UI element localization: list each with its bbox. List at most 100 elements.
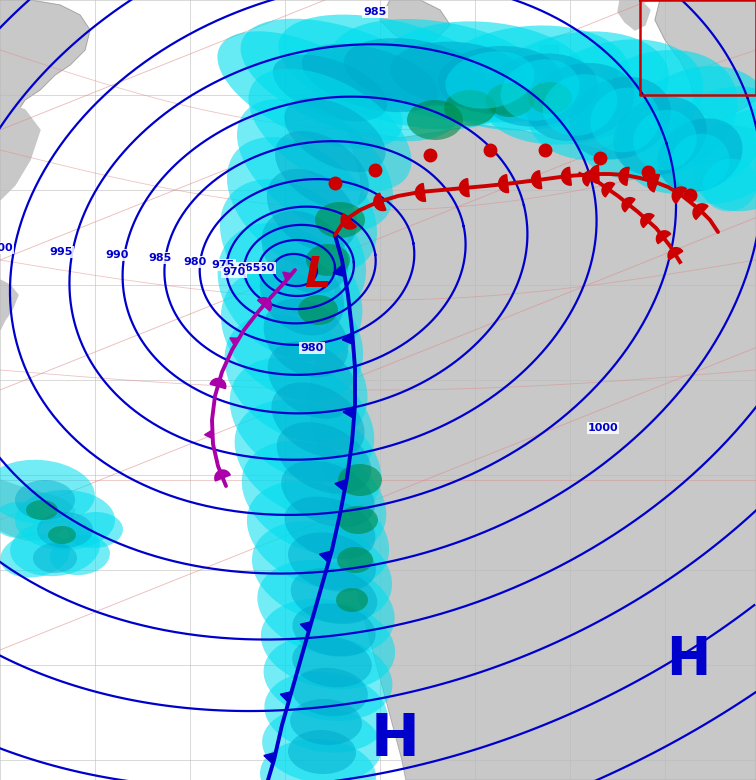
Ellipse shape [247, 481, 389, 589]
Text: 985: 985 [148, 253, 172, 263]
Polygon shape [280, 692, 292, 702]
Polygon shape [725, 0, 745, 15]
Ellipse shape [257, 560, 395, 656]
Polygon shape [641, 214, 654, 228]
Polygon shape [622, 197, 635, 212]
Polygon shape [668, 247, 683, 260]
Polygon shape [415, 183, 426, 201]
Polygon shape [0, 0, 90, 130]
Ellipse shape [242, 441, 386, 555]
Text: 990: 990 [105, 250, 129, 260]
Polygon shape [500, 50, 520, 65]
Polygon shape [619, 168, 629, 186]
Polygon shape [308, 540, 318, 548]
Polygon shape [695, 0, 720, 20]
Polygon shape [693, 204, 708, 219]
Ellipse shape [528, 82, 572, 114]
Ellipse shape [288, 533, 376, 592]
Ellipse shape [444, 90, 496, 126]
Ellipse shape [261, 599, 395, 690]
Ellipse shape [33, 543, 77, 573]
Ellipse shape [260, 739, 376, 780]
Ellipse shape [336, 588, 368, 612]
Ellipse shape [288, 730, 356, 774]
Ellipse shape [262, 211, 349, 293]
Text: L: L [304, 254, 330, 296]
Polygon shape [341, 214, 356, 229]
Ellipse shape [221, 268, 363, 401]
Ellipse shape [380, 21, 590, 122]
Text: 960: 960 [252, 263, 274, 273]
Ellipse shape [430, 26, 630, 130]
Polygon shape [300, 622, 311, 633]
Ellipse shape [486, 83, 534, 117]
Polygon shape [320, 551, 330, 562]
Ellipse shape [482, 54, 598, 126]
Polygon shape [330, 450, 348, 462]
Polygon shape [618, 0, 650, 30]
Polygon shape [420, 70, 435, 80]
Ellipse shape [227, 137, 377, 273]
Text: 980: 980 [184, 257, 206, 267]
Polygon shape [310, 510, 322, 518]
Ellipse shape [262, 707, 382, 780]
Polygon shape [380, 0, 450, 45]
Ellipse shape [292, 668, 368, 716]
Ellipse shape [618, 66, 756, 194]
Ellipse shape [338, 464, 382, 496]
Polygon shape [460, 55, 485, 73]
Ellipse shape [658, 87, 756, 204]
Polygon shape [460, 179, 469, 197]
Polygon shape [583, 171, 594, 186]
Ellipse shape [220, 179, 366, 317]
Ellipse shape [10, 519, 100, 576]
Ellipse shape [500, 59, 579, 121]
Text: 995: 995 [49, 247, 73, 257]
Ellipse shape [249, 69, 411, 191]
Ellipse shape [230, 358, 374, 482]
Polygon shape [540, 45, 558, 59]
Ellipse shape [225, 314, 367, 442]
Ellipse shape [481, 31, 669, 144]
Ellipse shape [298, 295, 338, 325]
Ellipse shape [268, 342, 356, 419]
Ellipse shape [337, 547, 373, 573]
Ellipse shape [407, 100, 463, 140]
Ellipse shape [290, 699, 362, 745]
Ellipse shape [240, 19, 460, 141]
Ellipse shape [634, 110, 697, 170]
Ellipse shape [525, 63, 634, 141]
Ellipse shape [218, 31, 403, 149]
Polygon shape [655, 0, 756, 120]
Ellipse shape [271, 382, 364, 458]
Ellipse shape [48, 526, 76, 544]
Ellipse shape [278, 15, 512, 129]
Ellipse shape [702, 158, 756, 211]
Ellipse shape [15, 490, 115, 550]
Ellipse shape [331, 19, 549, 121]
Polygon shape [215, 470, 231, 481]
Ellipse shape [0, 459, 94, 524]
Ellipse shape [281, 461, 375, 527]
Ellipse shape [338, 506, 378, 534]
Text: 975: 975 [212, 260, 234, 270]
Polygon shape [0, 480, 75, 540]
Ellipse shape [37, 512, 93, 548]
Ellipse shape [613, 97, 707, 176]
Ellipse shape [0, 533, 70, 577]
Ellipse shape [265, 672, 388, 753]
Text: 980: 980 [300, 343, 324, 353]
Text: 1000: 1000 [587, 423, 618, 433]
Ellipse shape [275, 131, 369, 209]
Ellipse shape [267, 169, 357, 251]
Ellipse shape [284, 98, 386, 172]
Polygon shape [0, 100, 40, 200]
Ellipse shape [293, 636, 372, 687]
Polygon shape [565, 60, 580, 72]
Ellipse shape [692, 108, 756, 211]
Polygon shape [322, 480, 336, 490]
Ellipse shape [671, 133, 730, 190]
Polygon shape [590, 165, 599, 183]
Ellipse shape [260, 254, 344, 335]
Ellipse shape [315, 202, 365, 238]
